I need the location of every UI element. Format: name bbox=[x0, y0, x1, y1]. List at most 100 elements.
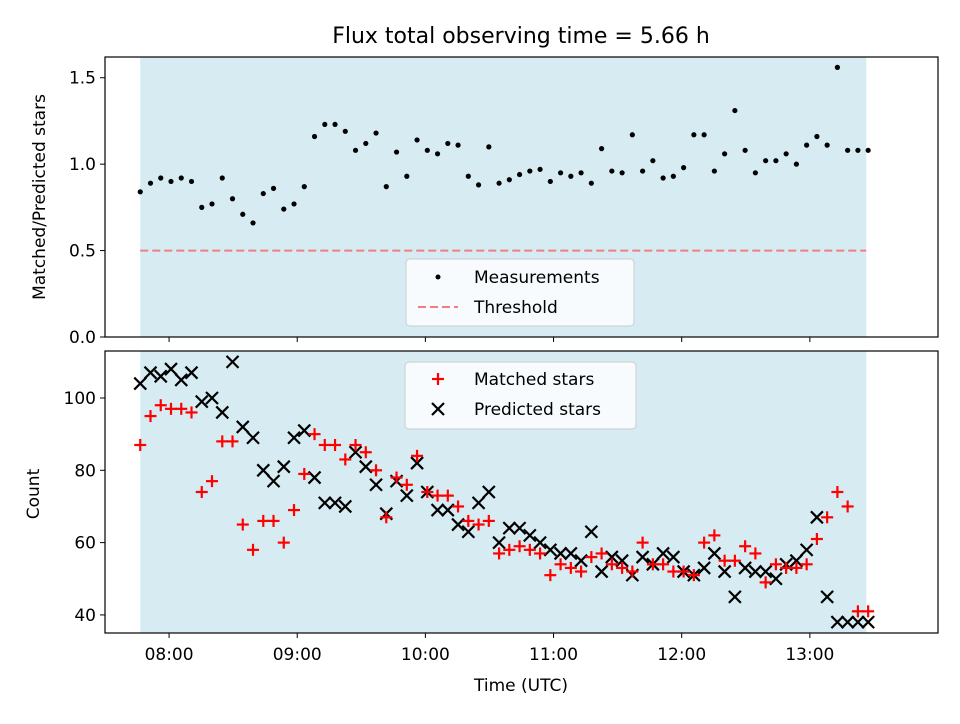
measurement-point bbox=[383, 184, 389, 190]
count-points bbox=[133, 355, 875, 629]
measurement-point bbox=[168, 178, 174, 185]
matched-point bbox=[452, 500, 465, 513]
matched-point bbox=[564, 561, 577, 574]
predicted-point bbox=[328, 496, 342, 510]
measurement-point bbox=[465, 173, 471, 179]
matched-point bbox=[339, 453, 352, 466]
matched-point bbox=[236, 518, 249, 531]
measurement-point bbox=[629, 132, 635, 138]
matched-point bbox=[626, 565, 639, 578]
predicted-point bbox=[348, 445, 363, 460]
measurement-point bbox=[619, 170, 625, 176]
predicted-point bbox=[605, 550, 619, 564]
matched-point bbox=[493, 547, 506, 560]
measurement-point bbox=[229, 196, 236, 202]
measurement-point bbox=[547, 178, 553, 185]
predicted-point bbox=[707, 546, 722, 561]
predicted-point bbox=[830, 615, 845, 629]
bottom-ylabel: Count bbox=[24, 468, 44, 519]
measurement-point bbox=[588, 180, 594, 186]
predicted-point bbox=[410, 456, 424, 470]
predicted-point bbox=[205, 391, 219, 405]
predicted-point bbox=[758, 564, 773, 579]
measurement-point bbox=[445, 140, 451, 147]
predicted-point bbox=[564, 546, 578, 561]
x-tick-label: 08:00 bbox=[145, 645, 194, 665]
matched-point bbox=[718, 554, 731, 567]
predicted-point bbox=[235, 420, 250, 434]
measurement-point bbox=[219, 175, 225, 181]
measurement-point bbox=[352, 147, 359, 153]
predicted-point bbox=[225, 355, 240, 369]
predicted-point bbox=[143, 365, 158, 380]
matched-point bbox=[175, 402, 188, 415]
matched-point bbox=[288, 504, 301, 517]
x-tick-label: 11:00 bbox=[529, 645, 578, 665]
measurement-point bbox=[270, 185, 277, 191]
matched-point bbox=[277, 536, 290, 549]
predicted-point bbox=[359, 459, 373, 474]
measurement-point bbox=[506, 177, 512, 183]
predicted-point bbox=[451, 517, 465, 532]
measurement-point bbox=[137, 189, 143, 195]
measurement-point bbox=[773, 158, 779, 164]
matched-point bbox=[411, 449, 424, 462]
predicted-point bbox=[728, 590, 742, 604]
top-panel: 0.0 0.5 1.0 1.5 Matched/Predicted stars Mea… bbox=[30, 56, 939, 348]
measurement-point bbox=[722, 151, 728, 157]
predicted-point bbox=[266, 474, 281, 488]
matched-point bbox=[257, 514, 270, 527]
matched-point bbox=[780, 561, 793, 574]
matched-point bbox=[862, 605, 875, 618]
measurement-point bbox=[178, 175, 184, 181]
matched-point bbox=[595, 547, 608, 560]
predicted-point bbox=[194, 394, 209, 409]
predicted-point bbox=[318, 496, 332, 510]
measurement-point bbox=[711, 168, 717, 174]
measurement-point bbox=[404, 173, 410, 179]
y-tick-label: 100 bbox=[64, 389, 96, 409]
measurement-point bbox=[373, 130, 379, 136]
predicted-point bbox=[789, 553, 804, 568]
predicted-point bbox=[769, 571, 783, 586]
matched-point bbox=[821, 511, 834, 524]
matched-point bbox=[636, 536, 649, 549]
predicted-point bbox=[717, 564, 732, 579]
measurement-point bbox=[414, 137, 420, 143]
matched-point bbox=[329, 439, 342, 451]
predicted-point bbox=[861, 615, 875, 629]
measurement-point bbox=[486, 144, 492, 150]
matched-point bbox=[687, 569, 700, 582]
predicted-point bbox=[215, 405, 230, 420]
matched-point bbox=[544, 569, 557, 582]
y-tick-label: 80 bbox=[74, 461, 96, 481]
x-tick-label: 10:00 bbox=[401, 645, 450, 665]
measurement-point bbox=[281, 206, 287, 212]
predicted-point bbox=[492, 535, 506, 550]
measurement-point bbox=[240, 211, 246, 217]
matched-point bbox=[667, 565, 680, 578]
measurement-point bbox=[793, 161, 799, 167]
legend-threshold: Threshold bbox=[473, 298, 558, 318]
measurement-point bbox=[640, 168, 646, 174]
predicted-point bbox=[276, 459, 291, 474]
matched-point bbox=[359, 446, 372, 459]
matched-point bbox=[677, 565, 690, 578]
matched-point bbox=[462, 514, 475, 527]
predicted-point bbox=[523, 528, 537, 543]
predicted-point bbox=[748, 564, 763, 579]
measurement-point bbox=[834, 64, 840, 70]
measurement-point bbox=[322, 121, 328, 128]
predicted-point bbox=[287, 430, 301, 445]
matched-point bbox=[482, 514, 495, 527]
measurement-point bbox=[199, 204, 205, 210]
matched-point bbox=[646, 558, 659, 571]
predicted-point bbox=[502, 521, 517, 535]
matched-point bbox=[616, 561, 629, 574]
measurement-point bbox=[147, 180, 154, 186]
matched-point bbox=[185, 406, 198, 419]
top-legend: Measurements Threshold bbox=[405, 258, 635, 327]
matched-point bbox=[769, 558, 782, 571]
matched-point bbox=[657, 558, 670, 571]
predicted-point bbox=[297, 423, 312, 438]
